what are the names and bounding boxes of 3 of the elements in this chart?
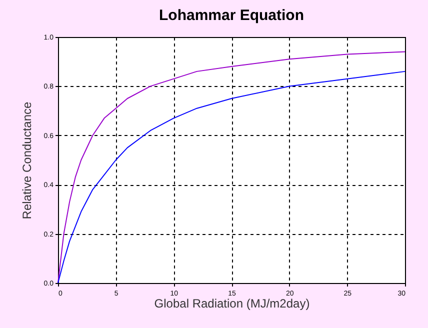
x-axis-title: Global Radiation (MJ/m2day) <box>154 296 310 310</box>
chart-title: Lohammar Equation <box>158 7 304 24</box>
y-axis-title: Relative Conductance <box>20 101 34 220</box>
